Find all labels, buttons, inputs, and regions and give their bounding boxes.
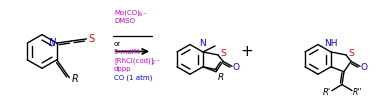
Text: -: -: [155, 57, 160, 63]
Text: R: R: [71, 74, 78, 84]
Text: S: S: [348, 49, 354, 58]
Text: O: O: [361, 63, 368, 72]
Text: N: N: [200, 39, 206, 48]
Text: 6: 6: [139, 12, 142, 17]
Text: R'': R'': [353, 88, 363, 97]
Text: [RhCl(cod)]: [RhCl(cod)]: [114, 57, 153, 64]
Text: O: O: [233, 63, 240, 72]
Text: dppp: dppp: [114, 66, 132, 72]
Text: or: or: [114, 41, 121, 47]
Text: NH: NH: [324, 39, 338, 48]
Text: Mo(CO): Mo(CO): [114, 10, 140, 16]
Text: DMSO: DMSO: [114, 18, 135, 24]
Text: R: R: [218, 73, 224, 82]
Text: S: S: [88, 34, 94, 44]
Text: -: -: [142, 10, 147, 16]
Text: 5 mol%: 5 mol%: [114, 49, 140, 55]
Text: CO (1 atm): CO (1 atm): [114, 75, 152, 81]
Text: R': R': [323, 88, 331, 97]
Text: 2: 2: [152, 60, 155, 65]
Text: N: N: [48, 38, 56, 48]
Text: S: S: [220, 49, 226, 58]
Text: +: +: [241, 44, 253, 59]
